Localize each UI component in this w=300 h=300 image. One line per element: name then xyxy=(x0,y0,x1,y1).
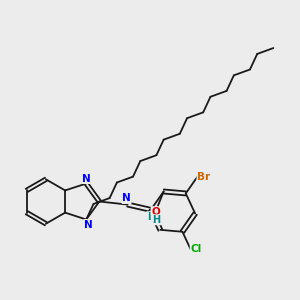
Text: Br: Br xyxy=(197,172,210,182)
Text: O: O xyxy=(151,207,160,217)
Text: H: H xyxy=(147,212,155,222)
Text: Cl: Cl xyxy=(190,244,202,254)
Text: N: N xyxy=(84,220,93,230)
Text: H: H xyxy=(152,215,160,225)
Text: N: N xyxy=(82,173,91,184)
Text: N: N xyxy=(122,194,131,203)
